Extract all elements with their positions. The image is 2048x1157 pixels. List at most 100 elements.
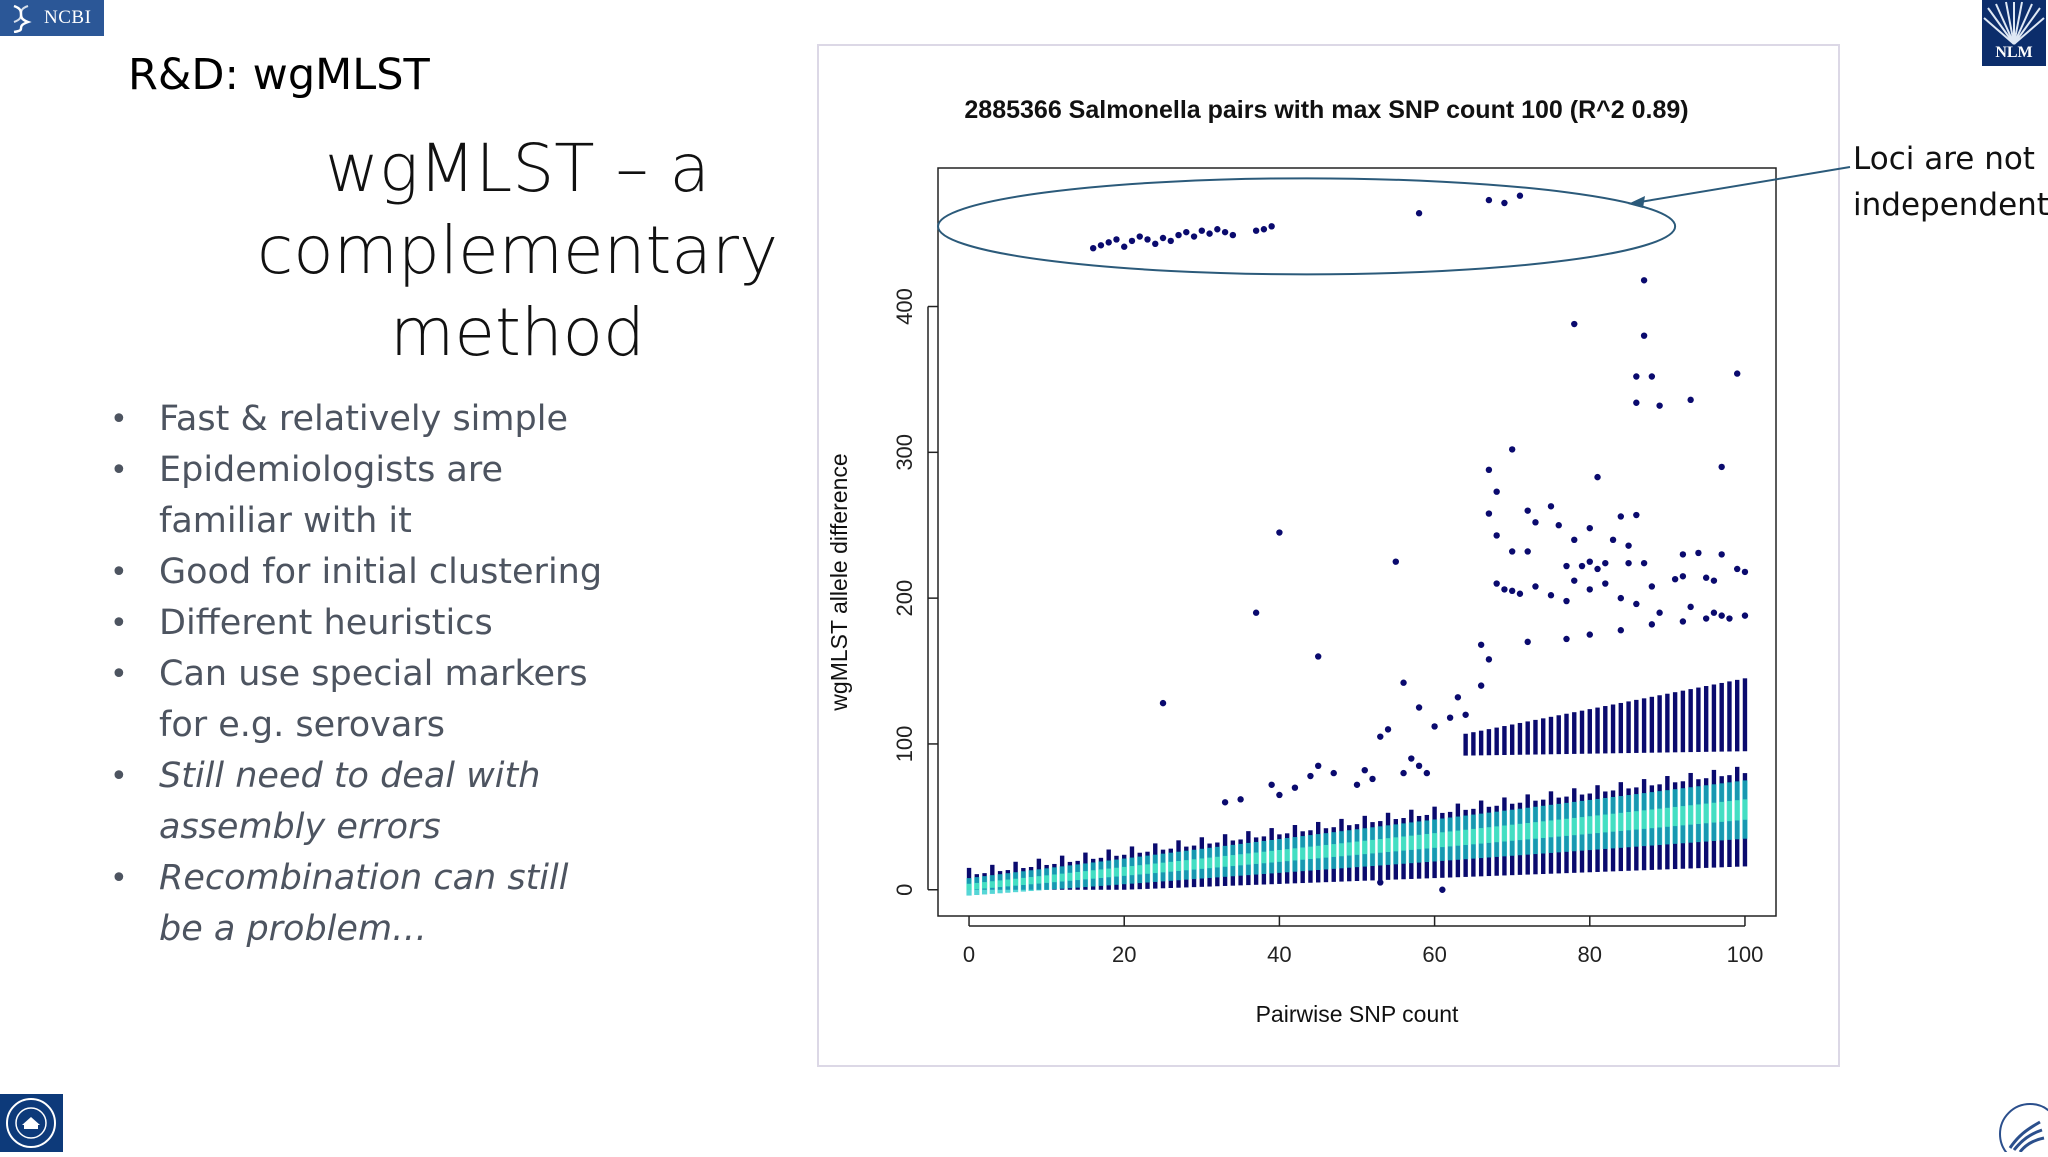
upper-band-strip <box>1517 722 1523 755</box>
data-point <box>1617 627 1625 634</box>
density-core <box>1059 873 1065 882</box>
data-point <box>1563 597 1570 605</box>
density-core <box>1323 844 1329 858</box>
data-point <box>1400 769 1407 777</box>
ncbi-logo[interactable]: NCBI <box>0 0 104 36</box>
density-core <box>1494 826 1500 843</box>
density-core <box>1106 868 1112 878</box>
data-point <box>1656 402 1663 409</box>
y-tick-label: 0 <box>892 884 917 896</box>
density-core <box>1183 860 1189 871</box>
density-core <box>1152 863 1158 874</box>
data-point <box>1508 587 1516 595</box>
data-point <box>1571 577 1578 584</box>
data-point <box>1594 565 1601 573</box>
data-point <box>1097 242 1105 249</box>
bullet-item: • Epidemiologists are familiar with it <box>108 445 628 547</box>
data-point <box>1493 580 1500 587</box>
bullet-line: Still need to deal with <box>159 756 541 796</box>
density-core <box>1082 871 1089 880</box>
density-core <box>1253 852 1259 864</box>
density-core <box>1649 809 1655 829</box>
nlm-logo-text: NLM <box>1995 44 2033 61</box>
bullet-item: • Different heuristics <box>108 598 628 649</box>
data-point <box>1547 592 1555 599</box>
density-core <box>1051 874 1057 883</box>
data-point <box>1625 559 1632 567</box>
data-point <box>1555 522 1562 529</box>
data-point <box>1159 234 1167 242</box>
data-point <box>1377 879 1384 886</box>
upper-band-strip <box>1471 732 1476 756</box>
data-point <box>1741 568 1749 576</box>
density-core <box>1098 869 1104 878</box>
data-point <box>1485 466 1493 474</box>
data-point <box>1718 463 1725 471</box>
density-core <box>1075 871 1081 881</box>
density-core <box>1439 832 1445 848</box>
density-core <box>1005 879 1011 887</box>
density-core <box>1121 866 1127 876</box>
density-core <box>981 882 988 889</box>
density-core <box>1191 859 1197 870</box>
data-point <box>1671 575 1679 583</box>
data-point <box>1330 769 1337 777</box>
data-point <box>1377 733 1384 740</box>
upper-band-strip <box>1688 689 1693 753</box>
data-point <box>1400 679 1407 686</box>
x-tick-label: 80 <box>1578 942 1602 967</box>
data-point <box>1594 473 1601 481</box>
scatter-chart: 2885366 Salmonella pairs with max SNP co… <box>817 44 1840 1067</box>
data-point <box>1252 227 1260 234</box>
heading-line: wgMLST – a <box>325 130 710 207</box>
bullet-item: • Good for initial clustering <box>108 547 628 598</box>
plot-area <box>937 167 1777 917</box>
density-core <box>1625 812 1632 831</box>
density-core <box>1028 877 1034 885</box>
data-point <box>1702 615 1710 622</box>
density-core <box>1734 800 1740 821</box>
highlight-ellipse <box>937 177 1677 276</box>
upper-band-strip <box>1610 704 1616 754</box>
density-core <box>1501 825 1508 842</box>
data-point <box>1152 240 1159 248</box>
density-core <box>1455 830 1461 846</box>
upper-band-strip <box>1735 679 1740 752</box>
upper-band-strip <box>1478 730 1484 756</box>
dna-helix-icon <box>13 4 32 33</box>
data-point <box>1493 488 1500 495</box>
density-core <box>1144 864 1151 874</box>
upper-band-strip <box>1603 706 1608 754</box>
density-core <box>1168 861 1174 872</box>
density-core <box>1703 803 1709 824</box>
density-core <box>1346 842 1352 856</box>
density-core <box>1393 837 1399 852</box>
upper-band-strip <box>1595 707 1600 754</box>
density-core <box>1602 814 1608 833</box>
bullet-item: • Can use special markers for e.g. serov… <box>108 649 628 751</box>
data-point <box>1221 799 1229 806</box>
density-core <box>1276 850 1283 862</box>
bullet-line: for e.g. serovars <box>159 705 445 745</box>
data-point <box>1602 580 1609 587</box>
density-core <box>1067 872 1073 881</box>
density-core <box>1486 827 1492 843</box>
density-core <box>1594 815 1601 834</box>
density-core <box>1385 838 1391 853</box>
upper-band-strip <box>1509 724 1515 755</box>
bullet-icon: • <box>110 861 128 896</box>
upper-band-strip <box>1579 710 1585 754</box>
data-point <box>1648 583 1656 590</box>
nlm-logo[interactable]: NLM <box>1982 0 2046 66</box>
density-core <box>1261 851 1267 864</box>
density-core <box>1517 823 1523 841</box>
upper-band-strip <box>1587 709 1592 754</box>
density-core <box>1292 848 1298 861</box>
density-core <box>1230 855 1236 867</box>
data-point <box>1602 559 1609 567</box>
data-point <box>1446 714 1454 721</box>
data-point <box>1423 769 1431 777</box>
upper-band-strip <box>1665 693 1670 753</box>
upper-band-strip <box>1711 684 1717 752</box>
heading-line: complementary <box>256 212 779 289</box>
